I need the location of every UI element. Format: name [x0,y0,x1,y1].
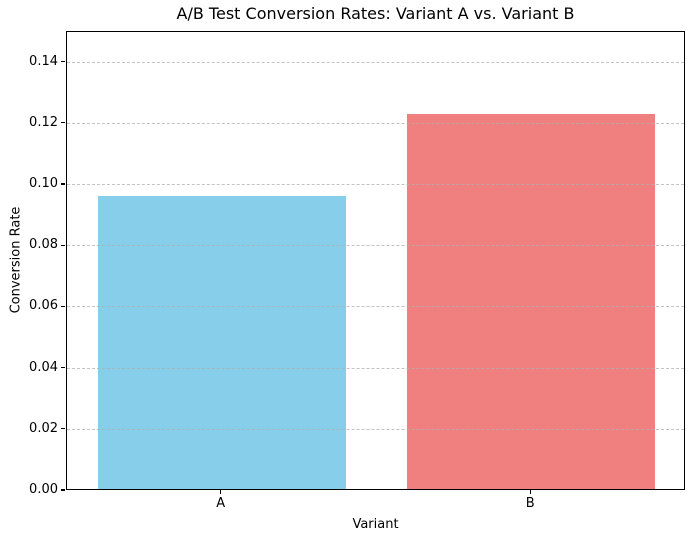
x-tick-label: B [525,496,535,511]
x-axis-label: Variant [352,517,399,532]
y-tick-mark [61,61,65,63]
x-tick-mark [529,490,531,494]
y-tick-mark [61,183,65,185]
y-tick-mark [61,489,65,491]
y-axis-label: Conversion Rate [8,206,24,314]
y-tick-label: 0.04 [29,359,58,375]
y-tick-label: 0.02 [29,420,58,436]
bars-layer [67,32,684,489]
y-tick-mark [61,367,65,369]
y-tick-mark [61,428,65,430]
bar-a [97,196,346,489]
y-tick-label: 0.12 [29,114,58,130]
y-tick-label: 0.10 [29,176,58,191]
plot-area [66,31,685,490]
chart-title: A/B Test Conversion Rates: Variant A vs.… [176,4,575,23]
x-tick-label: A [216,496,226,511]
y-tick-mark [61,244,65,246]
y-tick-label: 0.00 [29,482,58,497]
y-tick-mark [61,122,65,124]
y-tick-label: 0.14 [29,53,58,69]
bar-b [407,113,656,489]
x-tick-mark [220,490,222,494]
y-tick-mark [61,305,65,307]
